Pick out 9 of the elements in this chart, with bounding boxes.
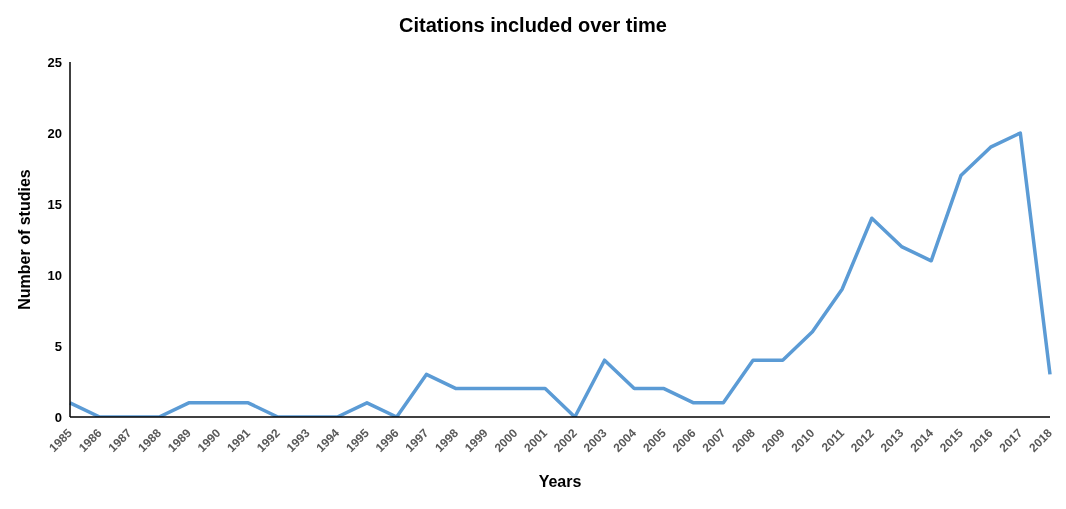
y-tick-label: 5: [54, 338, 62, 354]
y-tick-label: 10: [47, 267, 62, 283]
y-axis-title: Number of studies: [15, 169, 33, 310]
x-axis-title: Years: [538, 473, 582, 490]
y-tick-label: 0: [54, 409, 62, 425]
y-tick-label: 25: [47, 54, 62, 70]
chart-title: Citations included over time: [398, 13, 668, 38]
y-tick-label: 20: [47, 125, 62, 141]
y-tick-label: 15: [47, 196, 62, 212]
